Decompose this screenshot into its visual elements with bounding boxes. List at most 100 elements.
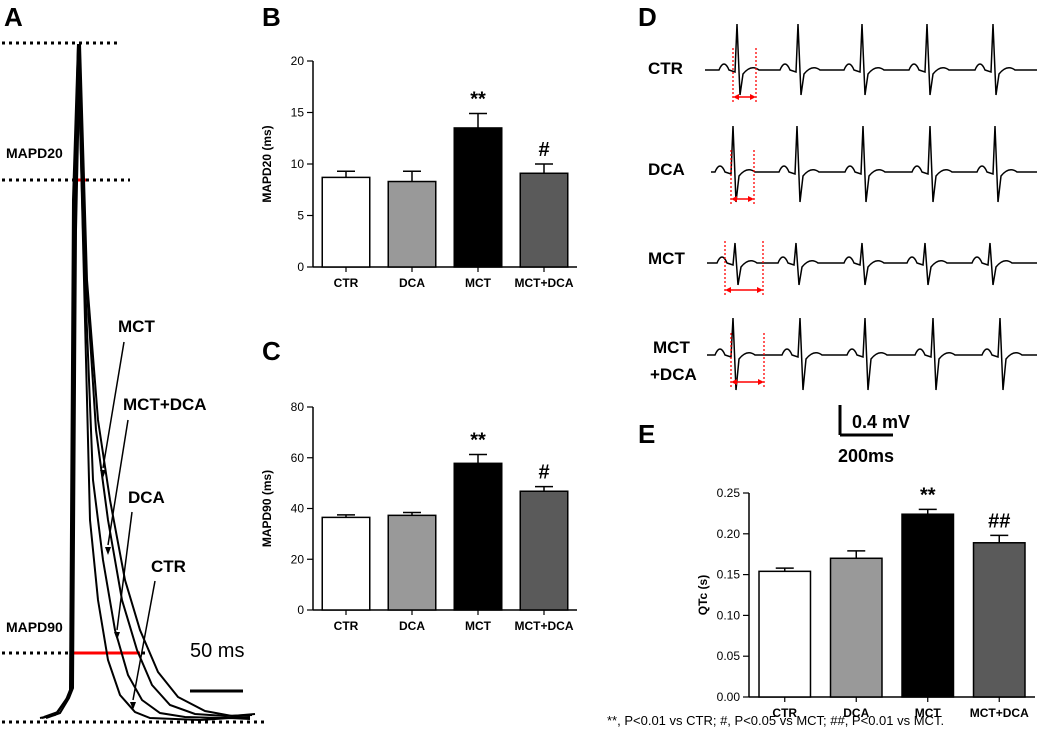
significance-marker: ## <box>988 510 1010 532</box>
y-tick-label: 0.10 <box>717 608 741 622</box>
panel-d: D CTR DCA MCT MCT +DCA 0.4 mV 200ms <box>638 2 1037 466</box>
panel-b: B 0 5 10 15 20 MAPD20 (ms) CTR DCA MCT ** MCT+DCA # <box>260 2 577 290</box>
bar-mct-dca <box>972 542 1026 698</box>
y-axis-label: QTc (s) <box>696 575 710 615</box>
footnote: **, P<0.01 vs CTR; #, P<0.05 vs MCT; ##,… <box>607 713 944 728</box>
qt-arrowhead-right <box>748 196 754 202</box>
bar-ctr <box>321 176 371 268</box>
y-tick-label: 10 <box>291 157 305 171</box>
ecg-trace-row-1 <box>705 23 1037 96</box>
panel-c: C 0 20 40 60 80 MAPD90 (ms) CTR DCA MCT ** MCT+DCA… <box>260 336 577 633</box>
y-tick-label: 0.15 <box>717 568 741 582</box>
bar-dca <box>387 514 437 611</box>
panel-b-label: B <box>262 2 281 32</box>
significance-marker: # <box>538 139 549 161</box>
trace-label-mct: MCT <box>118 317 155 336</box>
y-tick-label: 40 <box>291 502 305 516</box>
y-tick-label: 0.25 <box>717 486 741 500</box>
ecg-trace-row-4 <box>707 317 1037 391</box>
ecg-row-label-mct-dca-1: MCT <box>653 338 690 357</box>
y-axis-label: MAPD90 (ms) <box>260 470 274 547</box>
ecg-row-label-ctr: CTR <box>648 59 683 78</box>
y-tick-label: 80 <box>291 400 305 414</box>
panel-d-label: D <box>638 2 657 32</box>
ecg-trace-row-2 <box>711 125 1037 203</box>
arrow-mct <box>102 341 125 469</box>
significance-marker: ** <box>470 89 486 111</box>
panel-c-label: C <box>262 336 281 366</box>
trace-label-mct-dca: MCT+DCA <box>123 395 207 414</box>
mapd90-label: MAPD90 <box>6 619 63 635</box>
scale-50ms-label: 50 ms <box>190 640 244 662</box>
qt-arrowhead-right <box>750 94 756 100</box>
category-label: MCT <box>465 276 492 290</box>
arrowhead-mct <box>100 470 106 478</box>
category-label: MCT <box>915 706 942 720</box>
category-label: DCA <box>399 619 425 633</box>
category-label: DCA <box>843 706 869 720</box>
qt-arrowhead-left <box>725 287 731 293</box>
category-label: MCT+DCA <box>970 706 1029 720</box>
y-tick-label: 20 <box>291 552 305 566</box>
y-tick-label: 0.00 <box>717 690 741 704</box>
arrowhead-ctr <box>130 702 136 710</box>
bar-mct <box>453 462 503 611</box>
bar-ctr <box>758 570 812 698</box>
trace-label-dca: DCA <box>128 488 165 507</box>
panel-a: A MAPD20 MAPD90 50 ms MCT MCT+DCA DCA CT… <box>2 2 265 724</box>
category-label: CTR <box>334 619 359 633</box>
ecg-trace-row-3 <box>707 242 1037 286</box>
ecg-scale-time: 200ms <box>838 446 894 466</box>
category-label: MCT+DCA <box>515 619 574 633</box>
y-axis-label: MAPD20 (ms) <box>260 125 274 202</box>
category-label: MCT+DCA <box>515 276 574 290</box>
bar-dca <box>829 557 883 698</box>
trace-label-ctr: CTR <box>151 557 186 576</box>
y-tick-label: 20 <box>291 54 305 68</box>
y-tick-label: 0 <box>297 260 304 274</box>
ecg-row-label-dca: DCA <box>648 160 685 179</box>
y-tick-label: 0.20 <box>717 527 741 541</box>
y-tick-label: 0.05 <box>717 649 741 663</box>
y-tick-label: 5 <box>297 209 304 223</box>
chart-qtc: 0.00 0.05 0.10 0.15 0.20 0.25 QTc (s) CTR DCA MCT… <box>696 484 1035 720</box>
ecg-traces <box>705 23 1037 391</box>
arrowhead-dca <box>114 632 120 640</box>
significance-marker: ** <box>920 484 936 506</box>
arrow-ctr <box>132 580 156 701</box>
mapd20-label: MAPD20 <box>6 145 63 161</box>
arrow-dca <box>116 511 133 631</box>
y-tick-label: 15 <box>291 106 305 120</box>
category-label: DCA <box>399 276 425 290</box>
qt-arrowhead-left <box>731 379 737 385</box>
qt-arrowhead-left <box>731 196 737 202</box>
ecg-row-label-mct: MCT <box>648 249 685 268</box>
qt-arrowhead-left <box>733 94 739 100</box>
arrowhead-mct-dca <box>105 547 111 555</box>
bar-mct <box>453 127 503 268</box>
bar-ctr <box>321 516 371 611</box>
bar-mct <box>901 513 955 698</box>
qt-arrowhead-right <box>758 379 764 385</box>
significance-marker: ** <box>470 429 486 451</box>
qt-arrowhead-right <box>757 287 763 293</box>
y-tick-label: 0 <box>297 603 304 617</box>
bar-mct-dca <box>519 172 569 268</box>
category-label: CTR <box>334 276 359 290</box>
panel-a-label: A <box>4 2 23 32</box>
ap-trace-mct <box>45 43 256 719</box>
arrow-mct-dca <box>107 419 129 546</box>
panel-e-label: E <box>638 419 655 449</box>
y-tick-label: 60 <box>291 451 305 465</box>
chart-mapd90: 0 20 40 60 80 MAPD90 (ms) CTR DCA MCT ** MCT+DCA # <box>260 400 577 633</box>
significance-marker: # <box>538 462 549 484</box>
panel-e: E 0.00 0.05 0.10 0.15 0.20 0.25 QTc (s) CTR DCA M… <box>638 419 1035 720</box>
category-label: CTR <box>772 706 797 720</box>
bar-mct-dca <box>519 490 569 611</box>
chart-mapd20: 0 5 10 15 20 MAPD20 (ms) CTR DCA MCT ** MCT+DCA # <box>260 54 577 290</box>
ecg-scale-voltage: 0.4 mV <box>852 412 910 432</box>
ecg-row-label-mct-dca-2: +DCA <box>650 365 697 384</box>
category-label: MCT <box>465 619 492 633</box>
bar-dca <box>387 180 437 268</box>
